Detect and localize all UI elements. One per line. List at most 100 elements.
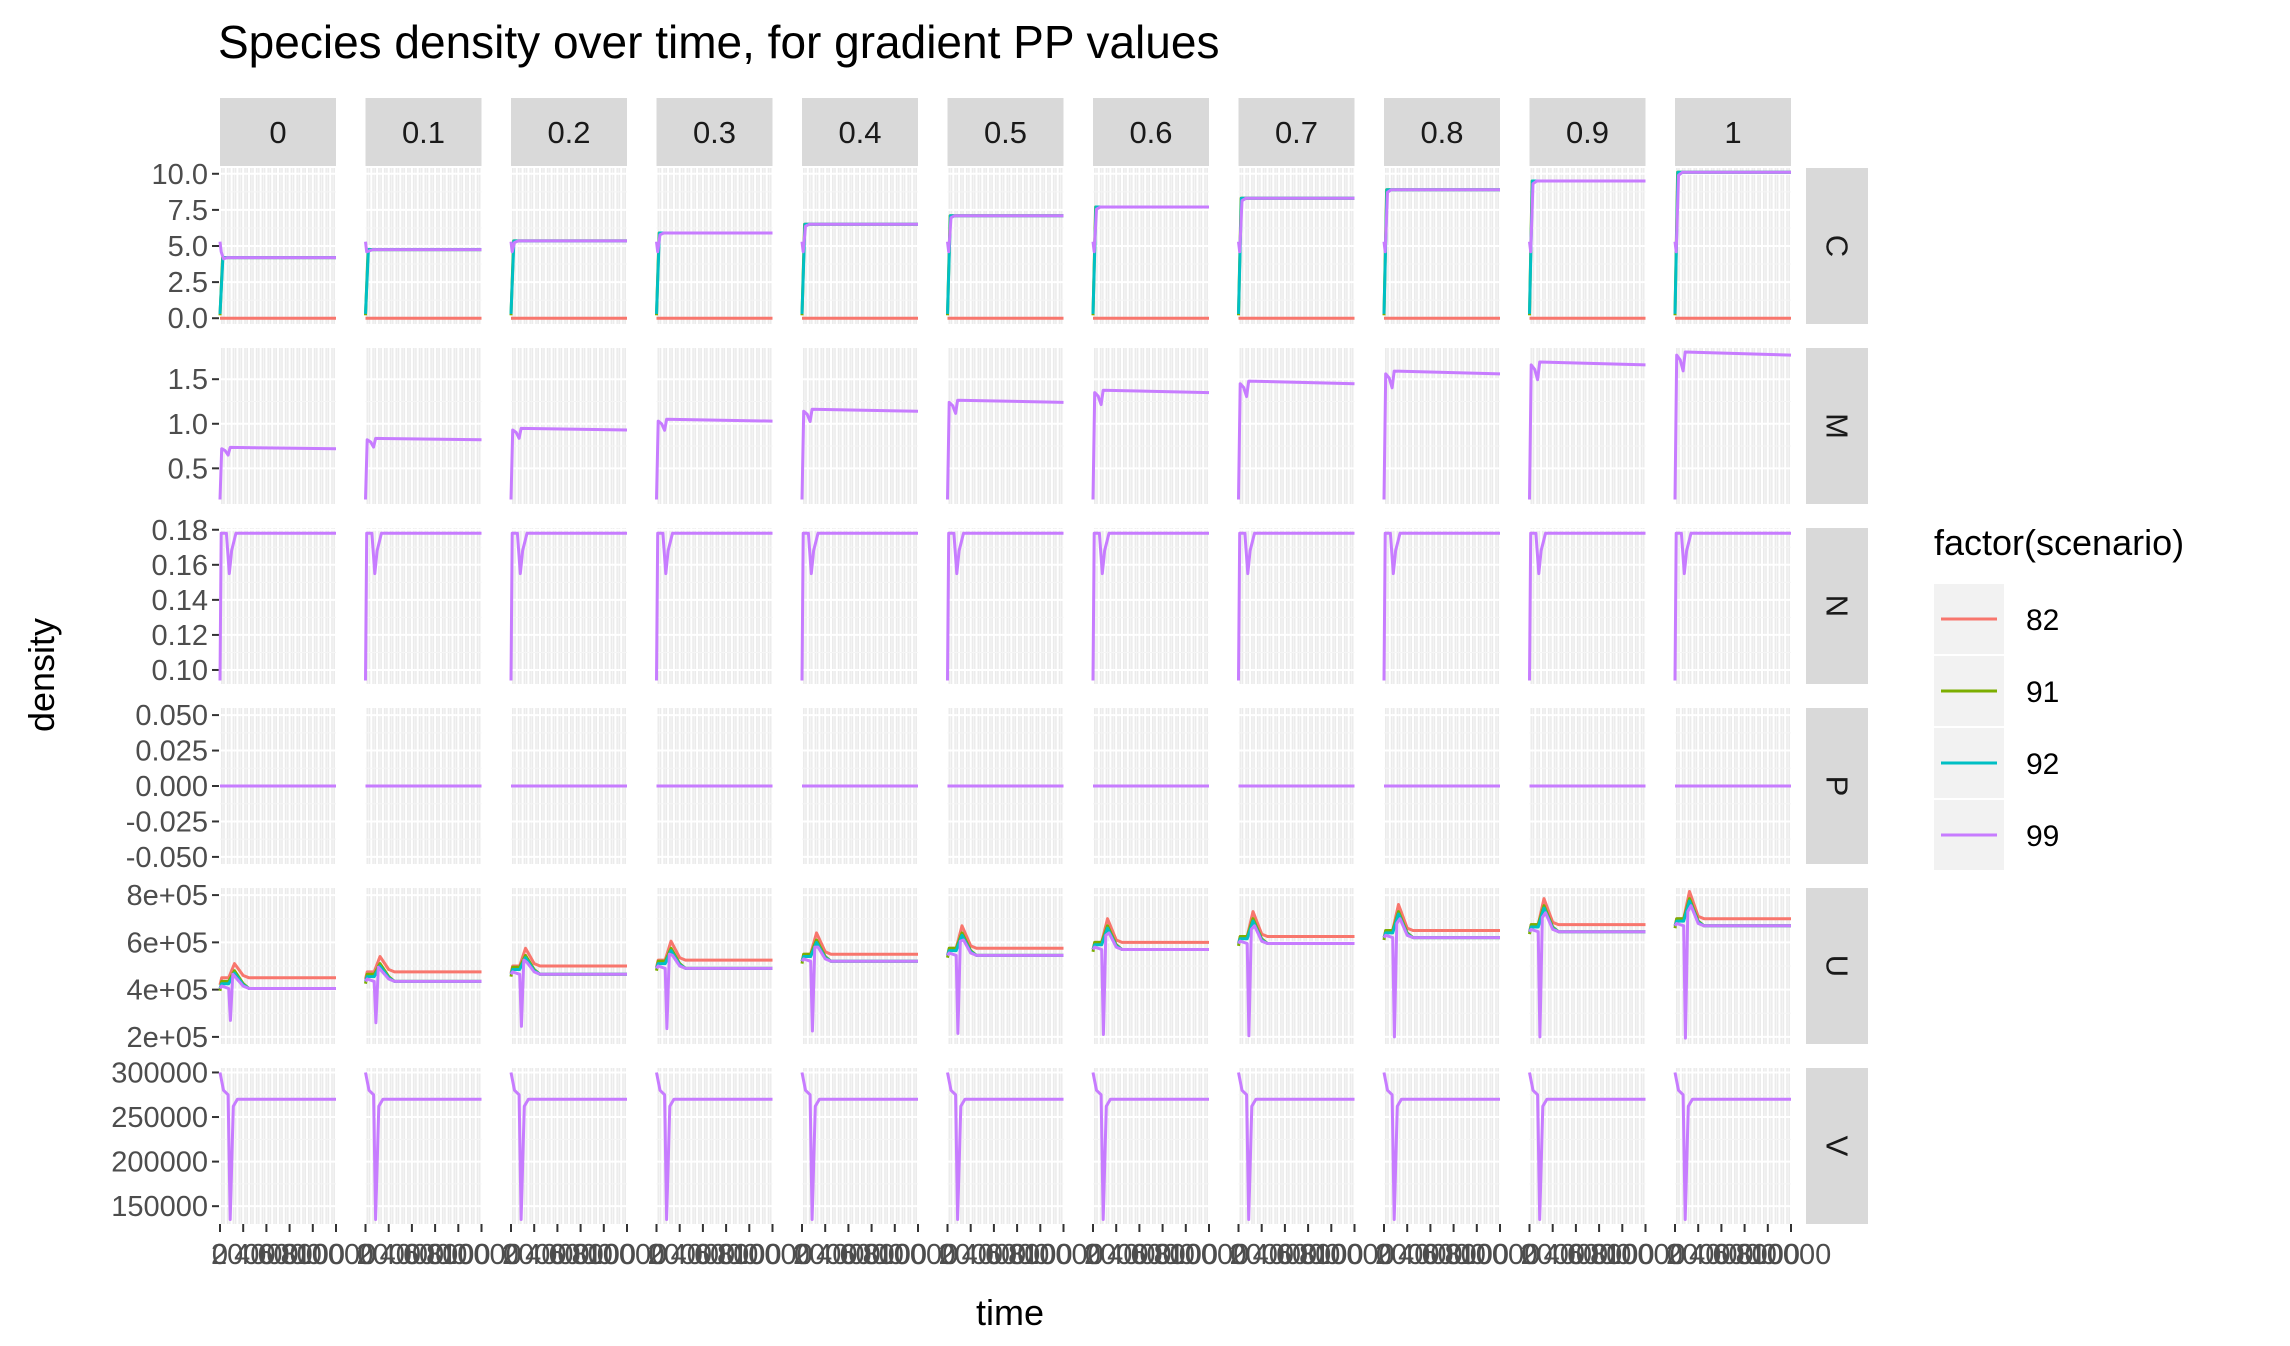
series-line-99 [1382,369,1501,500]
x-tick-label: 4000 [816,1239,881,1271]
legend-label: 92 [2026,748,2059,781]
row-strip [1806,168,1868,324]
row-strip [1806,528,1868,684]
panel [946,528,1065,684]
series-line-99 [1237,196,1355,254]
column-strip [1093,98,1209,166]
column-strip [1529,98,1646,166]
x-tick-label: 4000 [671,1239,736,1271]
panel [218,168,337,324]
x-tick-label: 10000 [1751,1239,1832,1271]
x-tick-label: 2000 [1084,1239,1149,1271]
panel [218,348,337,504]
x-tick-label: 0 [1230,1239,1246,1271]
x-tick-label: 0 [1376,1239,1392,1271]
series-line-99 [1528,1072,1646,1221]
column-strip-label: 0.8 [1420,115,1463,150]
series-line-99 [1237,924,1355,1038]
series-line-99 [946,1072,1064,1221]
series-line-99 [800,222,918,254]
panel [1528,168,1647,324]
panel [218,528,337,684]
legend: factor(scenario) 82 91 92 99 [1934,522,2184,870]
x-tick-label: 10000 [878,1239,959,1271]
x-tick-label: 0 [1521,1239,1537,1271]
y-tick-label: 0.0 [168,303,208,335]
x-tick-label: 6000 [257,1239,322,1271]
series-line-99 [655,231,773,254]
x-tick-label: 4000 [962,1239,1027,1271]
panel [946,1068,1065,1224]
column-strip [802,98,918,166]
panel [364,1068,483,1224]
x-tick-label: 2000 [1375,1239,1440,1271]
series-line-99 [1528,179,1646,254]
y-tick-label: 7.5 [168,195,208,227]
panel [1673,348,1792,504]
x-tick-label: 2000 [356,1239,421,1271]
x-tick-label: 8000 [281,1239,346,1271]
x-tick-label: 8000 [1299,1239,1364,1271]
series-line-99 [800,531,918,681]
x-tick-label: 4000 [1398,1239,1463,1271]
series-line-99 [218,972,336,1022]
panel [800,168,919,324]
y-tick-label: 8e+05 [127,880,208,912]
y-tick-label: 200000 [111,1147,208,1179]
series-line-99 [218,445,337,500]
panel [364,888,483,1044]
column-strip-label: 0.2 [547,115,590,150]
series-line-99 [1382,1072,1500,1221]
x-tick-label: 2000 [938,1239,1003,1271]
x-tick-label: 8000 [863,1239,928,1271]
series-line-99 [1382,188,1500,254]
panel [364,528,483,684]
column-strip-label: 0.9 [1566,115,1609,150]
x-tick-label: 0 [1667,1239,1683,1271]
y-tick-label: 4e+05 [127,975,208,1007]
y-tick-label: 1.0 [168,409,208,441]
x-tick-label: 0 [212,1239,228,1271]
row-strip [1806,888,1868,1044]
x-tick-label: 10000 [296,1239,377,1271]
panel [1673,888,1792,1044]
series-line-99 [364,1072,482,1221]
x-tick-label: 6000 [985,1239,1050,1271]
y-tick-label: 0.10 [152,655,208,687]
y-tick-label: 250000 [111,1102,208,1134]
panel [1237,168,1356,324]
x-tick-label: 4000 [1689,1239,1754,1271]
series-line-99 [218,241,336,261]
panel [1674,708,1792,864]
y-tick-label: 0.16 [152,550,208,582]
panel [1382,348,1501,504]
panel [218,1068,337,1224]
panel [509,888,628,1044]
series-line-99 [509,531,627,681]
chart-title: Species density over time, for gradient … [218,16,1219,68]
panel [1091,1068,1210,1224]
series-line-99 [1091,205,1209,254]
x-tick-label: 8000 [572,1239,637,1271]
series-line-99 [1673,170,1791,254]
panel [364,708,483,864]
series-line-99 [655,531,773,681]
panel [1673,168,1792,324]
panel [1091,168,1210,324]
series-line-99 [509,1072,627,1221]
panel [1382,528,1501,684]
legend-label: 82 [2026,604,2059,637]
y-tick-label: 150000 [111,1191,208,1223]
panel [800,888,919,1044]
panel [1382,168,1501,324]
panel [1091,888,1210,1044]
series-line-99 [655,417,773,500]
row-strip-label: N [1820,595,1855,617]
series-line-99 [1673,904,1791,1040]
series-line-99 [655,952,773,1031]
row-strip-label: U [1820,955,1855,977]
series-line-99 [1528,911,1646,1039]
x-tick-label: 10000 [732,1239,813,1271]
panel [946,888,1065,1044]
y-tick-label: 0.14 [152,585,208,617]
